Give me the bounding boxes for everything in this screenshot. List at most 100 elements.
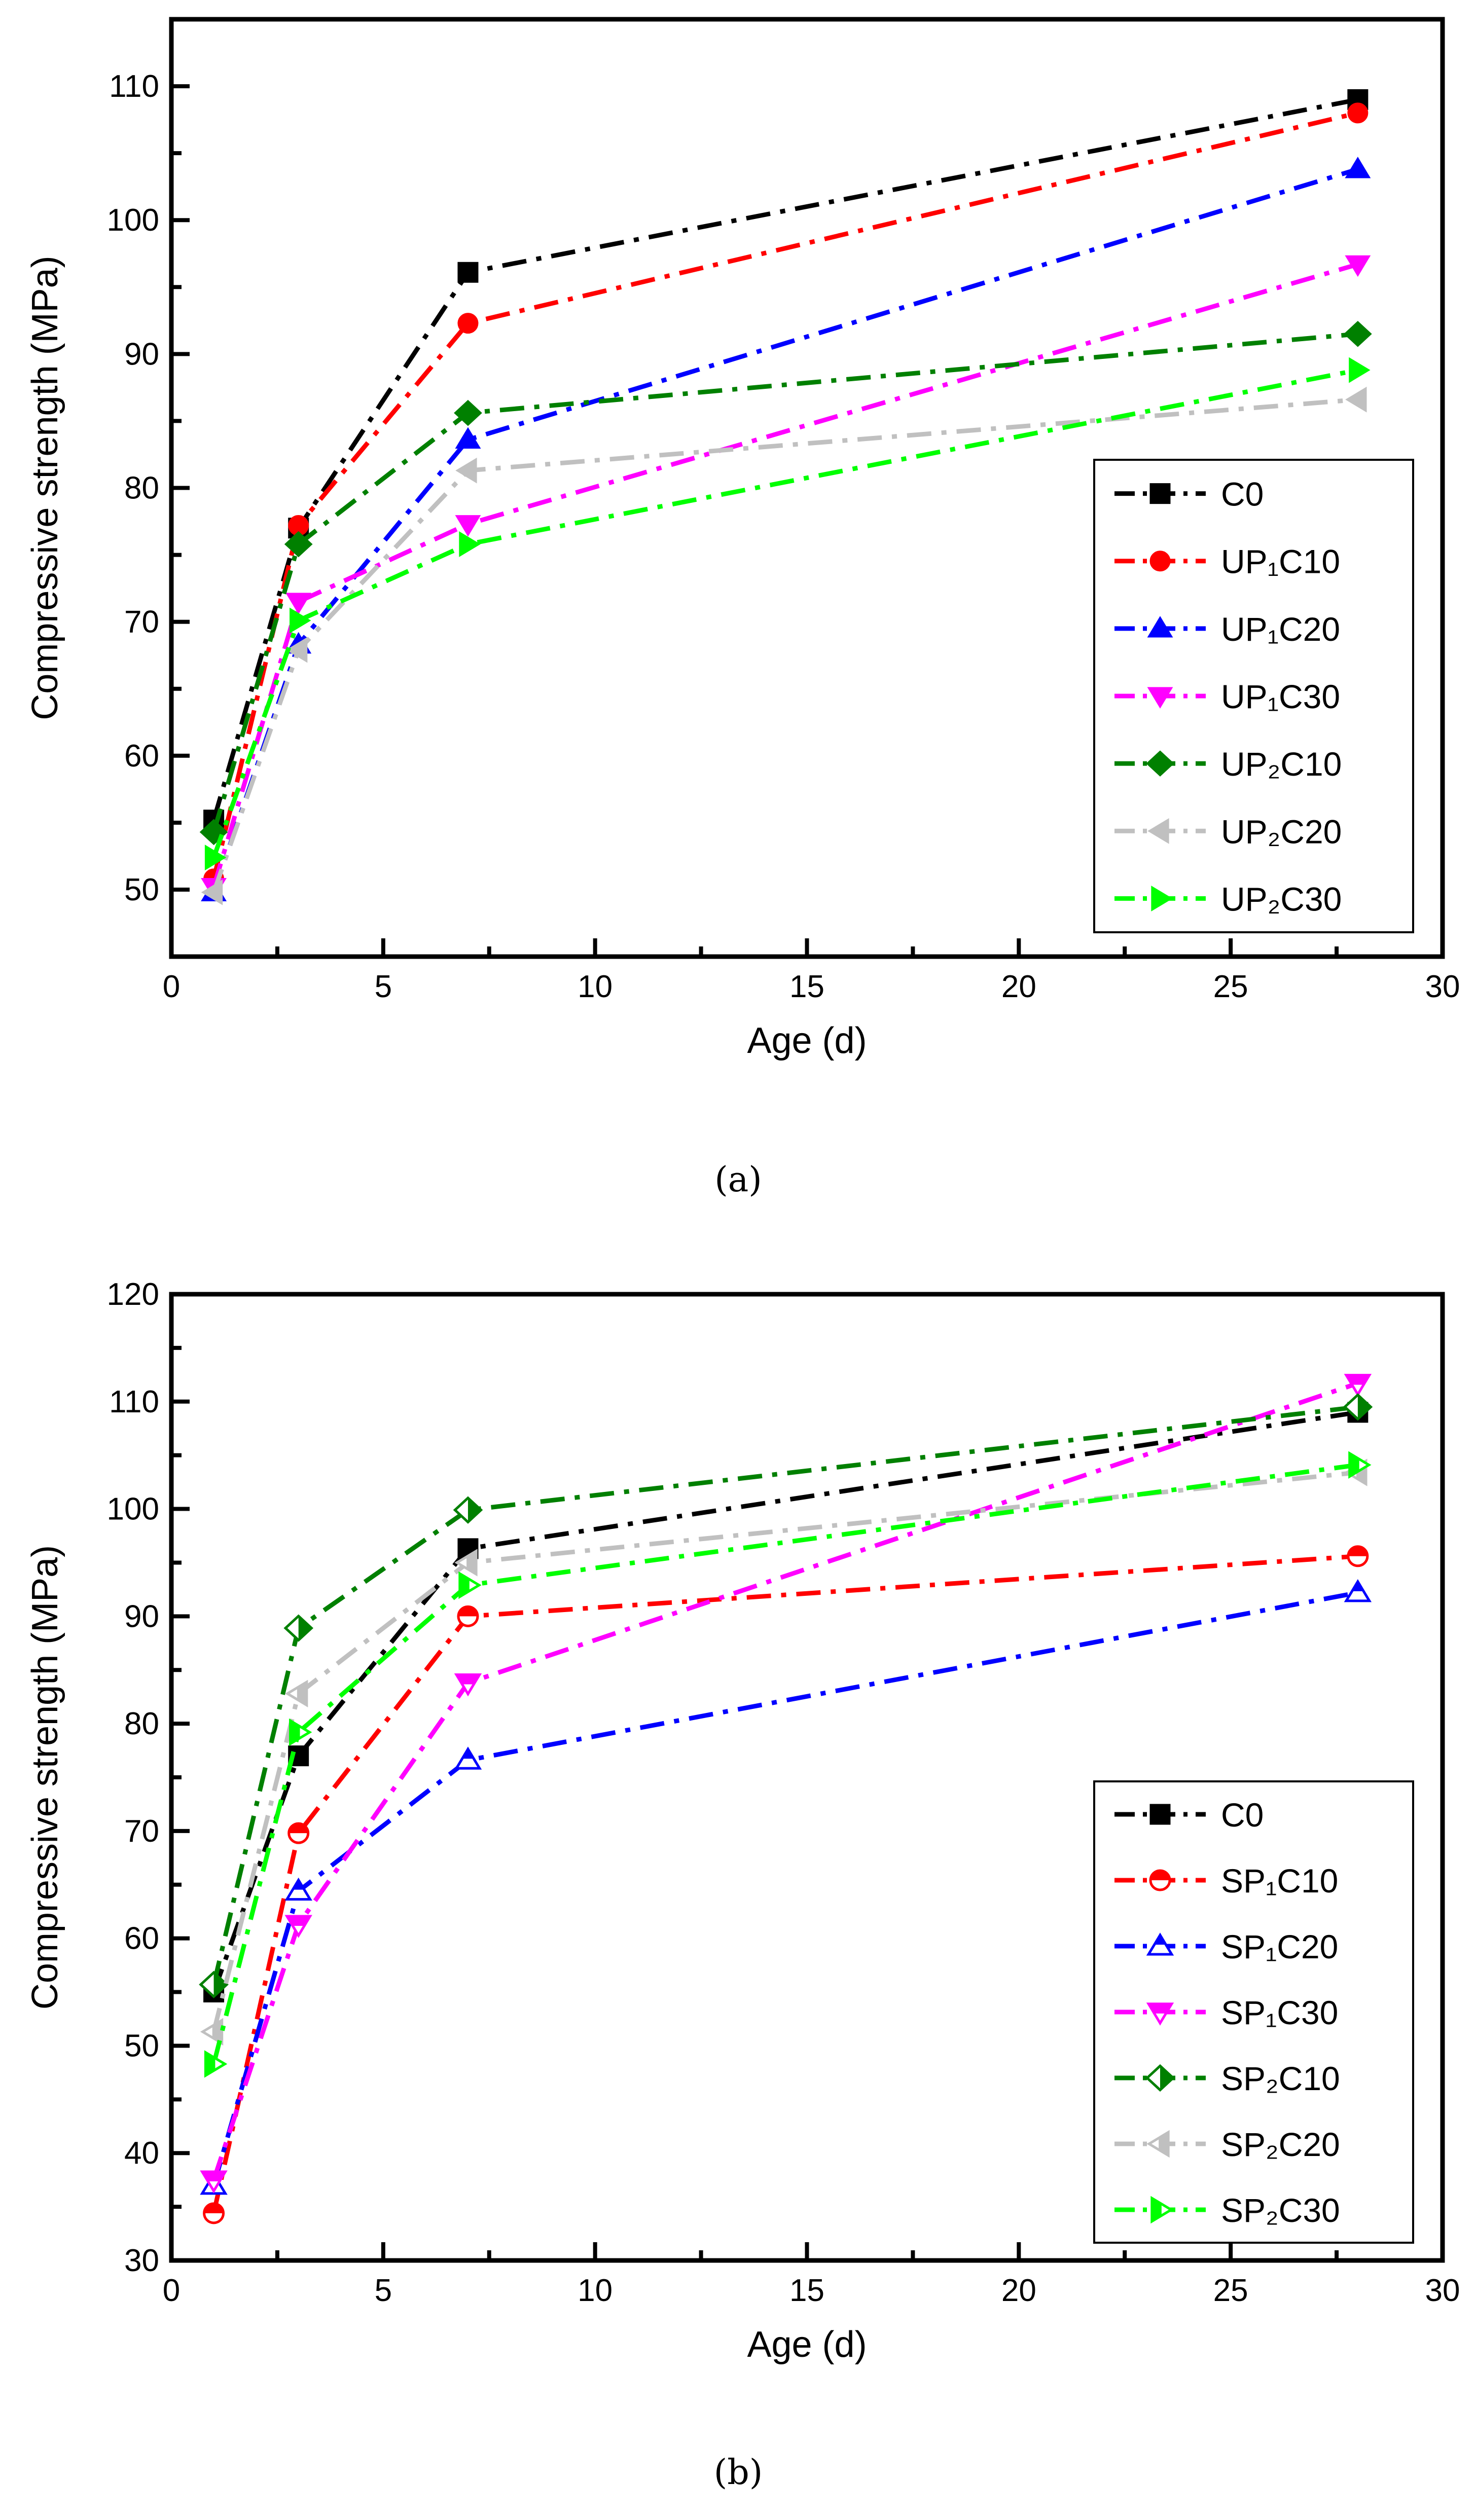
legend-entry: UP₁C10 bbox=[1114, 543, 1340, 580]
series-6 bbox=[204, 1451, 1372, 2078]
legend-entry: UP₂C10 bbox=[1114, 745, 1342, 783]
data-point bbox=[288, 515, 309, 536]
y-tick-label: 70 bbox=[124, 1814, 159, 1849]
series-4 bbox=[199, 320, 1372, 846]
data-point bbox=[1349, 357, 1371, 383]
legend-entry: SP₂C30 bbox=[1114, 2192, 1340, 2229]
series-3 bbox=[200, 1374, 1372, 2194]
data-point bbox=[284, 531, 313, 558]
series-line bbox=[211, 332, 1358, 833]
data-point bbox=[454, 1673, 482, 1697]
series-line bbox=[211, 1381, 1359, 2181]
series-line bbox=[211, 397, 1358, 893]
series-line bbox=[211, 1470, 1358, 2033]
legend-marker bbox=[1151, 885, 1173, 911]
legend-label: SP₁C20 bbox=[1221, 1928, 1338, 1965]
data-point bbox=[458, 1571, 482, 1599]
y-tick-label: 80 bbox=[124, 1706, 159, 1741]
legend-label: UP₂C20 bbox=[1221, 813, 1342, 850]
series-5 bbox=[201, 386, 1367, 905]
legend-entry: SP₁C10 bbox=[1114, 1862, 1338, 1900]
legend-label: SP₁C30 bbox=[1221, 1994, 1338, 2031]
x-tick-label: 15 bbox=[789, 2273, 824, 2308]
series-line bbox=[211, 97, 1358, 821]
y-tick-label: 110 bbox=[109, 1384, 159, 1419]
legend-label: UP₂C10 bbox=[1221, 745, 1342, 783]
data-point bbox=[199, 1970, 229, 1998]
series-6 bbox=[204, 357, 1371, 870]
series-1 bbox=[203, 1545, 1369, 2224]
data-point bbox=[455, 427, 481, 449]
legend-marker bbox=[1149, 1869, 1171, 1891]
data-point bbox=[200, 2170, 228, 2194]
data-point bbox=[288, 1745, 309, 1767]
legend-box bbox=[1093, 459, 1414, 933]
legend-marker bbox=[1147, 616, 1173, 638]
data-point bbox=[203, 2202, 225, 2224]
x-axis-title: Age (d) bbox=[747, 1020, 867, 1061]
series-line bbox=[211, 262, 1359, 888]
y-tick-label: 40 bbox=[124, 2136, 159, 2171]
marker-half-fill bbox=[1160, 2066, 1173, 2090]
y-tick-label: 70 bbox=[124, 605, 159, 640]
y-tick-label: 50 bbox=[124, 2028, 159, 2063]
y-tick-label: 110 bbox=[109, 69, 159, 104]
data-point bbox=[1347, 102, 1369, 124]
legend-marker bbox=[1150, 2196, 1174, 2224]
marker-half-fill bbox=[462, 1749, 474, 1759]
x-tick-label: 10 bbox=[578, 2273, 613, 2308]
marker-half-fill bbox=[1348, 1546, 1367, 1556]
data-point bbox=[199, 819, 228, 846]
legend-label: SP₂C20 bbox=[1221, 2126, 1340, 2163]
legend-label: SP₂C10 bbox=[1221, 2060, 1340, 2097]
data-point bbox=[453, 1496, 483, 1524]
data-point bbox=[1347, 1545, 1369, 1567]
legend-entry: SP₁C30 bbox=[1114, 1994, 1338, 2031]
marker-half-fill bbox=[289, 1823, 308, 1834]
marker-half-fill bbox=[1159, 2132, 1169, 2156]
marker-half-fill bbox=[286, 1916, 310, 1926]
data-point bbox=[284, 1877, 312, 1901]
legend-marker bbox=[1147, 818, 1169, 844]
marker-half-fill bbox=[1150, 1871, 1170, 1881]
x-tick-label: 0 bbox=[163, 969, 180, 1004]
data-point bbox=[284, 1915, 312, 1938]
x-tick-label: 5 bbox=[375, 969, 392, 1004]
series-line bbox=[211, 1554, 1358, 2214]
legend-marker bbox=[1146, 1932, 1174, 1956]
x-tick-label: 0 bbox=[163, 2273, 180, 2308]
y-tick-label: 60 bbox=[124, 1921, 159, 1956]
legend-label: SP₂C30 bbox=[1221, 2192, 1340, 2229]
data-point bbox=[290, 607, 311, 634]
y-tick-label: 90 bbox=[124, 337, 159, 372]
series-line bbox=[211, 1404, 1358, 1985]
legend-label: C0 bbox=[1221, 1796, 1264, 1834]
legend-entry: SP₂C20 bbox=[1114, 2126, 1340, 2163]
data-point bbox=[455, 457, 477, 484]
x-tick-label: 20 bbox=[1001, 2273, 1036, 2308]
data-point bbox=[457, 313, 479, 334]
legend-entry: UP₁C20 bbox=[1114, 610, 1340, 648]
marker-outline bbox=[454, 1746, 482, 1770]
legend-label: UP₂C30 bbox=[1221, 880, 1342, 918]
data-point bbox=[1345, 386, 1367, 413]
legend-entry: UP₂C20 bbox=[1114, 813, 1342, 850]
marker-half-fill bbox=[205, 2052, 215, 2076]
data-point bbox=[454, 1746, 482, 1770]
legend-marker bbox=[1149, 1804, 1171, 1825]
legend-marker bbox=[1146, 2002, 1174, 2026]
x-tick-label: 20 bbox=[1001, 969, 1036, 1004]
y-tick-label: 120 bbox=[107, 1277, 159, 1312]
series-line bbox=[211, 1410, 1358, 1993]
legend-entry: UP₁C30 bbox=[1114, 678, 1340, 715]
chart-caption: (a) bbox=[714, 1160, 762, 1200]
marker-half-fill bbox=[297, 1682, 307, 1705]
data-point bbox=[204, 2050, 228, 2078]
data-point bbox=[454, 1549, 478, 1577]
legend-box bbox=[1093, 1780, 1414, 2244]
legend-entry: UP₂C30 bbox=[1114, 880, 1342, 918]
marker-half-fill bbox=[290, 1721, 300, 1744]
legend-label: UP₁C20 bbox=[1221, 610, 1340, 648]
marker-half-fill bbox=[1148, 2003, 1172, 2014]
data-point bbox=[283, 1614, 314, 1642]
